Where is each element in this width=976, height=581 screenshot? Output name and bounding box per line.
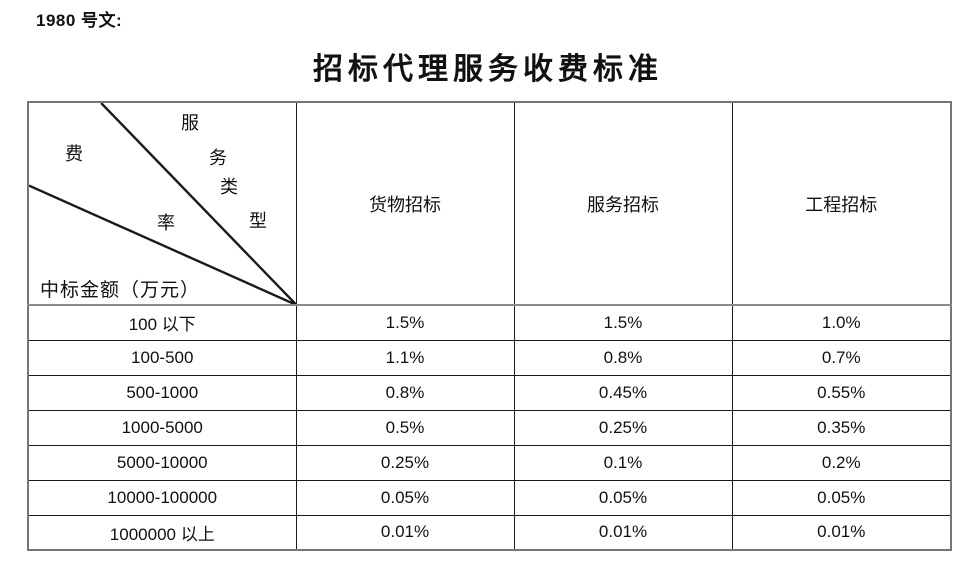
rate-cell: 1.5% (295, 304, 515, 341)
amount-range-cell: 1000000 以上 (27, 514, 297, 551)
corner-service-char: 型 (249, 211, 267, 231)
table-row: 1000-5000 0.5% 0.25% 0.35% (27, 409, 952, 446)
rate-cell: 0.25% (295, 444, 515, 481)
table-row: 100-500 1.1% 0.8% 0.7% (27, 339, 952, 376)
table-row: 500-1000 0.8% 0.45% 0.55% (27, 374, 952, 411)
rate-cell: 0.01% (513, 514, 733, 551)
amount-range-cell: 1000-5000 (27, 409, 297, 446)
fee-standard-table: 费 服 务 类 率 型 中标金额（万元） 货物招标 服务招标 工程招标 100 … (27, 101, 952, 551)
amount-range-cell: 10000-100000 (27, 479, 297, 516)
rate-cell: 0.1% (513, 444, 733, 481)
rate-cell: 0.55% (731, 374, 952, 411)
diagonal-divider-lines (29, 103, 296, 304)
rate-cell: 1.0% (731, 304, 952, 341)
rate-cell: 0.05% (513, 479, 733, 516)
amount-range-cell: 100-500 (27, 339, 297, 376)
column-header-goods: 货物招标 (295, 101, 515, 306)
rate-cell: 0.35% (731, 409, 952, 446)
corner-service-char: 类 (220, 177, 238, 197)
rate-cell: 1.5% (513, 304, 733, 341)
table-row: 5000-10000 0.25% 0.1% 0.2% (27, 444, 952, 481)
column-header-service: 服务招标 (513, 101, 733, 306)
table-corner-header: 费 服 务 类 率 型 中标金额（万元） (27, 101, 297, 306)
amount-range-cell: 100 以下 (27, 304, 297, 341)
table-header-row: 费 服 务 类 率 型 中标金额（万元） 货物招标 服务招标 工程招标 (27, 101, 952, 306)
rate-cell: 0.45% (513, 374, 733, 411)
rate-cell: 0.8% (513, 339, 733, 376)
corner-service-char: 服 (181, 113, 199, 133)
rate-cell: 0.8% (295, 374, 515, 411)
document-number-label: 1980 号文: (36, 11, 123, 30)
corner-service-char: 务 (209, 148, 227, 168)
table-row: 100 以下 1.5% 1.5% 1.0% (27, 304, 952, 341)
corner-fee-char: 费 (65, 144, 83, 164)
rate-cell: 0.05% (731, 479, 952, 516)
rate-cell: 1.1% (295, 339, 515, 376)
rate-cell: 0.5% (295, 409, 515, 446)
rate-cell: 0.05% (295, 479, 515, 516)
table-row: 1000000 以上 0.01% 0.01% 0.01% (27, 514, 952, 551)
amount-range-cell: 5000-10000 (27, 444, 297, 481)
amount-range-cell: 500-1000 (27, 374, 297, 411)
rate-cell: 0.01% (295, 514, 515, 551)
rate-cell: 0.25% (513, 409, 733, 446)
rate-cell: 0.7% (731, 339, 952, 376)
rate-cell: 0.01% (731, 514, 952, 551)
table-row: 10000-100000 0.05% 0.05% 0.05% (27, 479, 952, 516)
page-title: 招标代理服务收费标准 (313, 53, 663, 86)
corner-amount-axis-label: 中标金额（万元） (40, 280, 201, 301)
column-header-engineering: 工程招标 (731, 101, 952, 306)
corner-rate-char: 率 (157, 213, 175, 233)
rate-cell: 0.2% (731, 444, 952, 481)
